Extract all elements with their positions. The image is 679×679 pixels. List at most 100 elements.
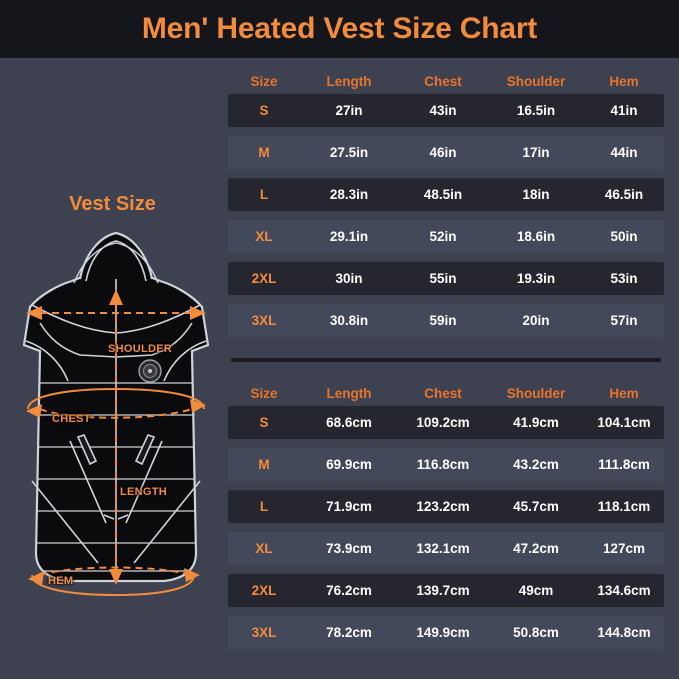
cell-chest: 46in: [429, 145, 457, 160]
cell-chest: 116.8cm: [416, 457, 470, 472]
hem-ellipse-back: [39, 566, 191, 576]
table-header-row-inches: Size Length Chest Shoulder Hem: [228, 68, 664, 94]
cell-shoulder: 17in: [522, 145, 550, 160]
cell-length: 27.5in: [329, 145, 369, 160]
size-table-centimeters: Size Length Chest Shoulder Hem S 68.6cm …: [228, 380, 664, 658]
cell-chest: 52in: [429, 229, 457, 244]
table-row: S 27in 43in 16.5in 41in: [228, 94, 664, 127]
cell-hem: 134.6cm: [597, 583, 651, 598]
cell-size: L: [259, 187, 269, 202]
cell-length: 28.3in: [329, 187, 369, 202]
cell-length: 69.9cm: [326, 457, 372, 472]
cell-length: 30.8in: [329, 313, 369, 328]
chest-ellipse-front: [39, 406, 199, 419]
cell-hem: 53in: [610, 271, 638, 286]
cell-length: 73.9cm: [326, 541, 372, 556]
table-header-row-centimeters: Size Length Chest Shoulder Hem: [228, 380, 664, 406]
title-bar: Men' Heated Vest Size Chart: [0, 0, 679, 58]
cell-size: XL: [255, 229, 273, 244]
cell-hem: 104.1cm: [597, 415, 651, 430]
table-row: M 69.9cm 116.8cm 43.2cm 111.8cm: [228, 448, 664, 481]
cell-length: 68.6cm: [326, 415, 372, 430]
column-header-shoulder: Shoulder: [506, 73, 566, 89]
cell-shoulder: 49cm: [518, 583, 554, 598]
hem-label: HEM: [48, 575, 74, 587]
cell-shoulder: 41.9cm: [513, 415, 559, 430]
cell-chest: 55in: [429, 271, 457, 286]
cell-shoulder: 50.8cm: [513, 625, 559, 640]
cell-shoulder: 18in: [522, 187, 550, 202]
cell-size: 3XL: [251, 625, 277, 640]
cell-shoulder: 20in: [522, 313, 550, 328]
column-header-hem: Hem: [609, 385, 639, 401]
cell-shoulder: 43.2cm: [513, 457, 559, 472]
cell-size: XL: [255, 541, 273, 556]
shoulder-label: SHOULDER: [108, 343, 173, 355]
pockets: [31, 434, 201, 564]
table-row: L 28.3in 48.5in 18in 46.5in: [228, 178, 664, 211]
cell-shoulder: 16.5in: [516, 103, 556, 118]
cell-length: 27in: [335, 103, 363, 118]
cell-chest: 109.2cm: [416, 415, 470, 430]
chest-arrow-left: [26, 404, 42, 418]
cell-size: M: [258, 145, 270, 160]
column-header-size: Size: [250, 385, 278, 401]
cell-hem: 50in: [610, 229, 638, 244]
size-table-inches: Size Length Chest Shoulder Hem S 27in 43…: [228, 68, 664, 346]
column-header-length: Length: [326, 73, 372, 89]
cell-hem: 118.1cm: [597, 499, 651, 514]
vest-diagram: SHOULDER CHEST LENGTH HEM: [10, 223, 222, 613]
shoulder-arrow-left: [26, 306, 42, 320]
cell-hem: 46.5in: [604, 187, 644, 202]
vest-illustration-panel: Vest Size: [0, 58, 225, 679]
chest-arrow-right: [190, 399, 206, 413]
hem-arrow-left: [28, 571, 44, 585]
length-label: LENGTH: [120, 486, 168, 498]
heating-control-button: [138, 359, 162, 383]
vest-svg: [22, 231, 210, 597]
cell-chest: 43in: [429, 103, 457, 118]
table-row: 2XL 76.2cm 139.7cm 49cm 134.6cm: [228, 574, 664, 607]
table-row: 3XL 78.2cm 149.9cm 50.8cm 144.8cm: [228, 616, 664, 649]
cell-length: 78.2cm: [326, 625, 372, 640]
hem-arrow-right: [184, 568, 200, 582]
cell-chest: 123.2cm: [416, 499, 470, 514]
cell-hem: 41in: [610, 103, 638, 118]
column-header-length: Length: [326, 385, 372, 401]
table-row: L 71.9cm 123.2cm 45.7cm 118.1cm: [228, 490, 664, 523]
cell-size: S: [259, 415, 269, 430]
table-divider: [231, 358, 661, 362]
cell-shoulder: 47.2cm: [513, 541, 559, 556]
cell-shoulder: 19.3in: [516, 271, 556, 286]
cell-hem: 111.8cm: [598, 457, 650, 472]
cell-hem: 44in: [610, 145, 638, 160]
cell-length: 71.9cm: [326, 499, 372, 514]
shoulder-arrow-right: [190, 306, 206, 320]
measurement-overlays: [26, 289, 206, 597]
cell-chest: 132.1cm: [416, 541, 470, 556]
cell-chest: 149.9cm: [416, 625, 470, 640]
table-row: XL 73.9cm 132.1cm 47.2cm 127cm: [228, 532, 664, 565]
vest-body: [22, 231, 210, 583]
cell-size: 2XL: [251, 271, 277, 286]
cell-length: 30in: [335, 271, 363, 286]
page-title: Men' Heated Vest Size Chart: [141, 12, 538, 45]
cell-size: 2XL: [251, 583, 277, 598]
cell-length: 29.1in: [329, 229, 369, 244]
column-header-chest: Chest: [424, 385, 462, 401]
vest-size-heading: Vest Size: [69, 193, 156, 215]
hem-ellipse-front: [31, 574, 195, 597]
table-row: 2XL 30in 55in 19.3in 53in: [228, 262, 664, 295]
table-row: M 27.5in 46in 17in 44in: [228, 136, 664, 169]
table-row: S 68.6cm 109.2cm 41.9cm 104.1cm: [228, 406, 664, 439]
cell-chest: 139.7cm: [416, 583, 470, 598]
cell-size: 3XL: [251, 313, 277, 328]
column-header-size: Size: [250, 73, 278, 89]
cell-hem: 127cm: [602, 541, 646, 556]
cell-shoulder: 45.7cm: [513, 499, 559, 514]
cell-length: 76.2cm: [326, 583, 372, 598]
cell-chest: 59in: [429, 313, 457, 328]
chest-ellipse-back: [27, 387, 205, 410]
length-arrow-bottom: [109, 569, 123, 585]
